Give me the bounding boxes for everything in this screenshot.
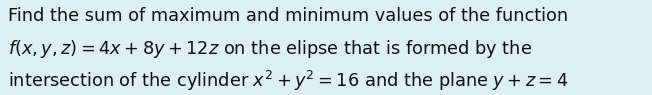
Text: Find the sum of maximum and minimum values of the function: Find the sum of maximum and minimum valu… xyxy=(8,7,568,25)
Text: $f(x, y, z) = 4x + 8y + 12z$ on the elipse that is formed by the: $f(x, y, z) = 4x + 8y + 12z$ on the elip… xyxy=(8,38,532,60)
Text: intersection of the cylinder $x^2 + y^2 = 16$ and the plane $y + z = 4$: intersection of the cylinder $x^2 + y^2 … xyxy=(8,69,569,93)
